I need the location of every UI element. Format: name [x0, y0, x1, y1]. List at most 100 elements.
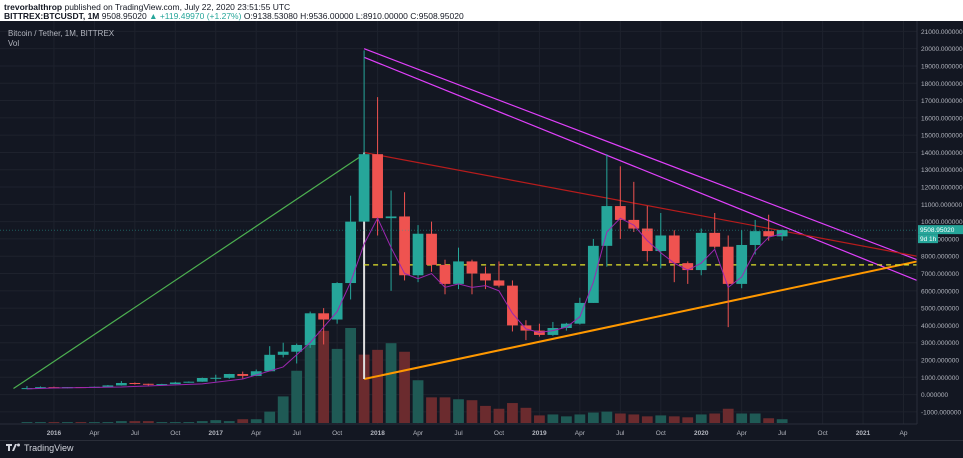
candle-body	[574, 302, 586, 324]
candle	[399, 192, 410, 281]
volume-bar	[385, 343, 397, 423]
candle-body	[628, 219, 640, 229]
candle-body	[763, 231, 775, 237]
candle	[439, 259, 451, 295]
candle-body	[668, 235, 680, 264]
y-tick-label: 0.000000	[921, 392, 948, 399]
volume-bar	[21, 422, 33, 423]
candle-body	[115, 383, 127, 386]
volume-bar	[547, 414, 559, 423]
volume-bar	[304, 342, 316, 423]
open-value: O:9138.53080	[243, 11, 298, 21]
candle	[709, 212, 721, 249]
volume-bar	[358, 354, 370, 423]
high-value: H:9536.00000	[300, 11, 354, 21]
volume-bar	[89, 422, 100, 423]
candle	[169, 381, 181, 385]
candle-body	[453, 261, 464, 284]
volume-bar	[169, 422, 181, 423]
volume-bar	[115, 421, 127, 423]
x-tick-label: Jul	[131, 430, 140, 437]
x-tick-label: Apr	[575, 430, 586, 437]
y-tick-label: 16000.000000	[921, 115, 963, 122]
candle	[547, 321, 559, 336]
candle-body	[480, 273, 491, 281]
volume-bar	[102, 422, 114, 423]
moving-average-line	[26, 217, 783, 390]
volume-bar	[641, 416, 653, 423]
y-tick-label: 9000.000000	[921, 236, 959, 243]
candle-body	[331, 283, 343, 320]
candle	[412, 225, 424, 283]
volume-bar	[709, 413, 721, 423]
candle-body	[560, 323, 572, 329]
x-tick-label: Jul	[293, 430, 302, 437]
candle	[237, 371, 249, 380]
tradingview-logo-icon	[6, 443, 20, 451]
volume-bar	[210, 420, 222, 423]
candle-body	[655, 235, 667, 252]
volume-bar	[601, 411, 613, 423]
x-tick-label: Jul	[454, 430, 463, 437]
volume-bar	[372, 349, 383, 423]
candle	[358, 50, 370, 222]
volume-bar	[480, 405, 491, 423]
candle	[736, 230, 748, 289]
candle	[587, 238, 599, 303]
volume-bar	[668, 416, 680, 423]
candle	[331, 282, 343, 324]
close-value: C:9508.95020	[410, 11, 464, 21]
candle-body	[358, 154, 370, 222]
candle-body	[102, 385, 114, 387]
x-tick-label: 2018	[370, 430, 385, 437]
candle-body	[304, 313, 316, 345]
x-tick-label: 2016	[47, 430, 62, 437]
legend-title: Bitcoin / Tether, 1M, BITTREX	[8, 29, 115, 38]
x-tick-label: Oct	[332, 430, 342, 437]
x-tick-label: Jul	[778, 430, 787, 437]
x-tick-label: Jul	[616, 430, 625, 437]
publish-header: trevorbalthrop published on TradingView.…	[0, 0, 963, 21]
volume-bar	[250, 419, 262, 423]
candle-body	[196, 377, 208, 382]
y-tick-label: 21000.000000	[921, 29, 963, 36]
candle	[668, 230, 680, 283]
candle-body	[426, 233, 437, 265]
candle-body	[466, 261, 478, 274]
candle	[115, 381, 127, 386]
volume-bar	[534, 415, 545, 423]
low-value: L:8910.00000	[355, 11, 408, 21]
chart-area[interactable]: -1000.000000 0.000000 1000.000000 2000.0000…	[0, 21, 963, 457]
candle-body	[641, 228, 653, 252]
tradingview-logo[interactable]: TradingView	[6, 443, 74, 453]
candle-body	[264, 354, 276, 372]
orange-trendline	[363, 260, 918, 381]
volume-bar	[48, 422, 60, 423]
candle	[466, 259, 478, 295]
y-tick-label: 6000.000000	[921, 288, 959, 295]
legend-vol: Vol	[8, 39, 20, 48]
y-tick-label: 8000.000000	[921, 254, 959, 261]
candle-body	[749, 231, 761, 245]
candle	[776, 229, 788, 241]
x-tick-label: Ap	[900, 430, 908, 437]
candle-body	[709, 232, 721, 247]
candle-body	[385, 216, 397, 219]
candle-body	[210, 377, 222, 379]
x-tick-label: Apr	[89, 430, 100, 437]
y-tick-label: 18000.000000	[921, 81, 963, 88]
y-tick-label: 20000.000000	[921, 46, 963, 53]
candle	[210, 374, 222, 382]
volume-bar	[695, 414, 707, 423]
candle-body	[439, 264, 451, 284]
candle-body	[345, 221, 357, 284]
candle-body	[547, 328, 559, 335]
price-chart[interactable]: -1000.000000 0.000000 1000.000000 2000.0000…	[0, 21, 963, 440]
author-name[interactable]: trevorbalthrop	[4, 2, 63, 12]
volume-bar	[520, 407, 532, 423]
candle	[749, 219, 761, 255]
candle-body	[277, 351, 289, 355]
candle-body	[35, 387, 46, 389]
volume-bar	[736, 413, 748, 423]
x-tick-label: 2019	[532, 430, 547, 437]
